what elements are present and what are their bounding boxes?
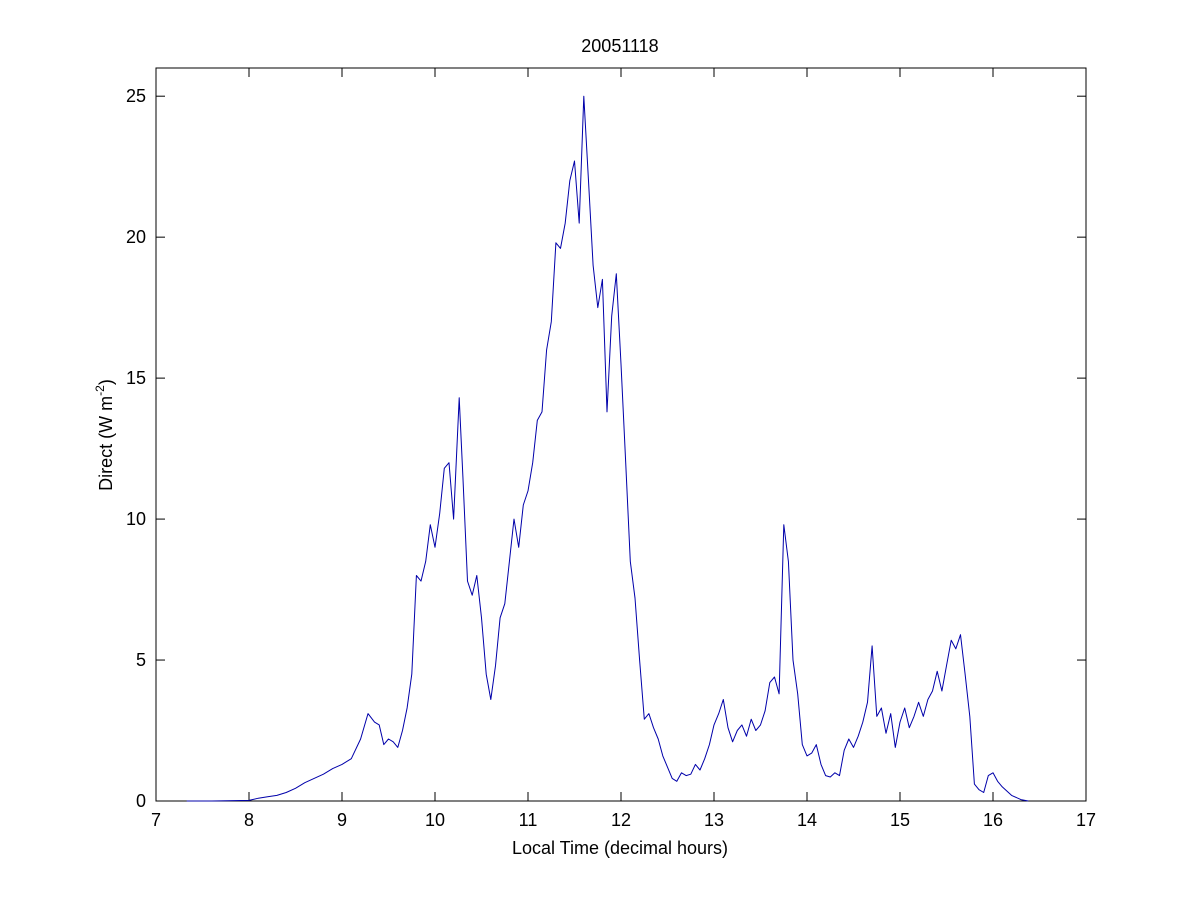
x-tick-label: 16 xyxy=(983,810,1003,830)
y-axis-label: Direct (W m-2) xyxy=(93,379,116,491)
x-tick-label: 15 xyxy=(890,810,910,830)
y-tick-label: 15 xyxy=(126,368,146,388)
y-tick-label: 10 xyxy=(126,509,146,529)
x-tick-label: 12 xyxy=(611,810,631,830)
x-tick-label: 11 xyxy=(519,810,538,830)
x-tick-label: 17 xyxy=(1076,810,1096,830)
chart-title: 20051118 xyxy=(581,36,658,56)
x-tick-label: 9 xyxy=(337,810,347,830)
x-tick-label: 8 xyxy=(244,810,254,830)
x-tick-label: 13 xyxy=(704,810,724,830)
data-series-line xyxy=(186,95,1029,802)
axes-box xyxy=(155,67,1087,802)
y-tick-label: 5 xyxy=(136,650,146,670)
x-axis-label: Local Time (decimal hours) xyxy=(512,838,728,858)
x-tick-label: 14 xyxy=(797,810,817,830)
y-axis-label-main: Direct (W m xyxy=(96,396,116,491)
x-tick-label: 7 xyxy=(151,810,161,830)
y-axis-label-superscript: -2 xyxy=(93,385,107,396)
plot-area: 7 8 9 10 11 12 13 14 15 16 17 0 5 10 15 20 25 xyxy=(126,67,1096,830)
y-tick-label: 25 xyxy=(126,86,146,106)
y-tick-label: 0 xyxy=(136,791,146,811)
x-tick-label: 10 xyxy=(425,810,445,830)
y-axis-label-close: ) xyxy=(96,379,116,385)
y-tick-label: 20 xyxy=(126,227,146,247)
